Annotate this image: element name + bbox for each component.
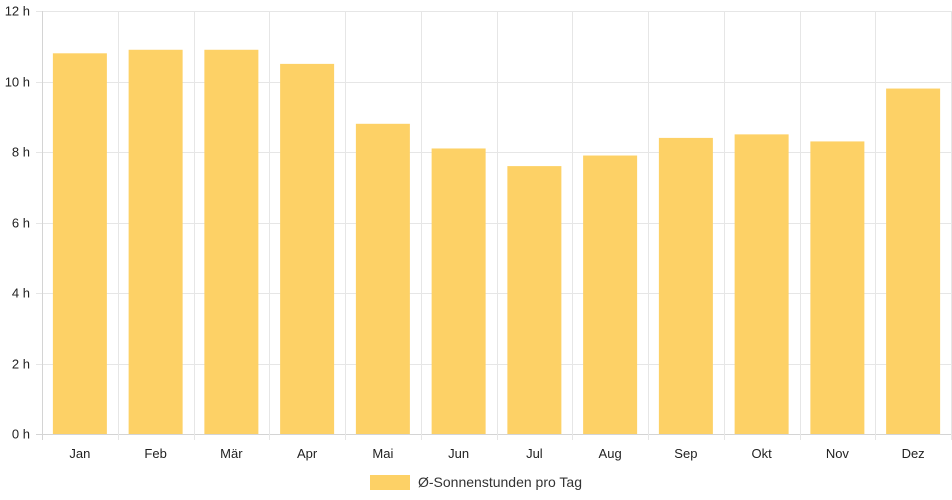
x-tick-label: Feb: [144, 446, 166, 461]
x-tick-label: Apr: [297, 446, 318, 461]
bar-dez[interactable]: [886, 88, 941, 435]
bar-okt[interactable]: [734, 134, 789, 434]
bar-jun[interactable]: [431, 148, 486, 434]
bar-sep[interactable]: [658, 137, 713, 434]
bar-jan[interactable]: [52, 53, 107, 435]
y-tick-label: 2 h: [12, 357, 30, 372]
x-tick-label: Okt: [752, 446, 773, 461]
bar-mär[interactable]: [204, 49, 259, 435]
x-tick-label: Jan: [69, 446, 90, 461]
x-tick-label: Nov: [826, 446, 850, 461]
bar-feb[interactable]: [128, 49, 183, 435]
y-tick-label: 12 h: [5, 4, 30, 19]
bar-jul[interactable]: [507, 166, 562, 434]
legend[interactable]: Ø-Sonnenstunden pro Tag: [370, 474, 582, 490]
x-tick-label: Sep: [674, 446, 697, 461]
legend-label: Ø-Sonnenstunden pro Tag: [418, 474, 582, 490]
x-tick-label: Mai: [372, 446, 393, 461]
y-tick-label: 8 h: [12, 145, 30, 160]
legend-swatch: [370, 475, 410, 490]
bar-aug[interactable]: [583, 155, 638, 434]
axes: 0 h 2 h 4 h 6 h 8 h 10 h 12 h Jan Feb Mär Apr Mai Ju…: [5, 4, 925, 462]
bar-mai[interactable]: [355, 123, 410, 435]
grid-lines: [36, 11, 952, 440]
bar-apr[interactable]: [280, 63, 335, 434]
x-tick-label: Jun: [448, 446, 469, 461]
y-tick-label: 10 h: [5, 75, 30, 90]
y-tick-label: 4 h: [12, 286, 30, 301]
y-tick-label: 6 h: [12, 216, 30, 231]
bars: [52, 49, 941, 435]
bar-nov[interactable]: [810, 141, 865, 435]
x-tick-label: Mär: [220, 446, 243, 461]
x-tick-label: Dez: [902, 446, 925, 461]
x-tick-label: Aug: [599, 446, 622, 461]
x-tick-label: Jul: [526, 446, 543, 461]
y-tick-label: 0 h: [12, 427, 30, 442]
